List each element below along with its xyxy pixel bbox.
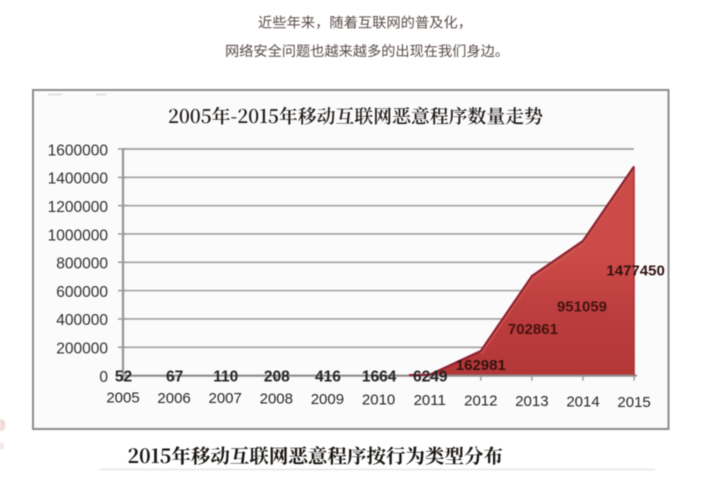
svg-text:208: 208 [264, 369, 290, 386]
svg-text:951059: 951059 [557, 299, 607, 316]
svg-text:1400000: 1400000 [48, 171, 109, 188]
svg-text:600000: 600000 [56, 284, 108, 301]
svg-text:1000000: 1000000 [48, 227, 109, 244]
svg-text:67: 67 [166, 369, 183, 386]
svg-text:0: 0 [99, 369, 108, 386]
svg-text:2008: 2008 [260, 391, 293, 408]
svg-text:2005: 2005 [106, 389, 139, 406]
svg-text:2012: 2012 [464, 392, 497, 409]
svg-text:110: 110 [213, 369, 238, 386]
svg-text:2007: 2007 [209, 390, 242, 407]
svg-text:702861: 702861 [508, 321, 558, 338]
svg-text:2011: 2011 [414, 392, 446, 409]
svg-text:52: 52 [115, 369, 132, 386]
svg-text:2013: 2013 [515, 393, 548, 410]
svg-text:2015: 2015 [617, 394, 650, 411]
svg-text:2014: 2014 [566, 393, 599, 410]
svg-text:6249: 6249 [413, 369, 448, 386]
svg-text:2009: 2009 [311, 391, 344, 408]
svg-text:200000: 200000 [56, 341, 108, 358]
svg-text:162981: 162981 [456, 357, 506, 374]
svg-text:1664: 1664 [362, 369, 397, 386]
svg-text:1200000: 1200000 [48, 199, 109, 216]
svg-text:1600000: 1600000 [48, 142, 109, 159]
svg-text:400000: 400000 [56, 312, 108, 329]
svg-text:800000: 800000 [56, 256, 108, 273]
svg-text:1477450: 1477450 [606, 263, 664, 280]
svg-text:416: 416 [315, 369, 341, 386]
svg-text:2006: 2006 [157, 390, 190, 407]
svg-text:2010: 2010 [362, 392, 395, 409]
